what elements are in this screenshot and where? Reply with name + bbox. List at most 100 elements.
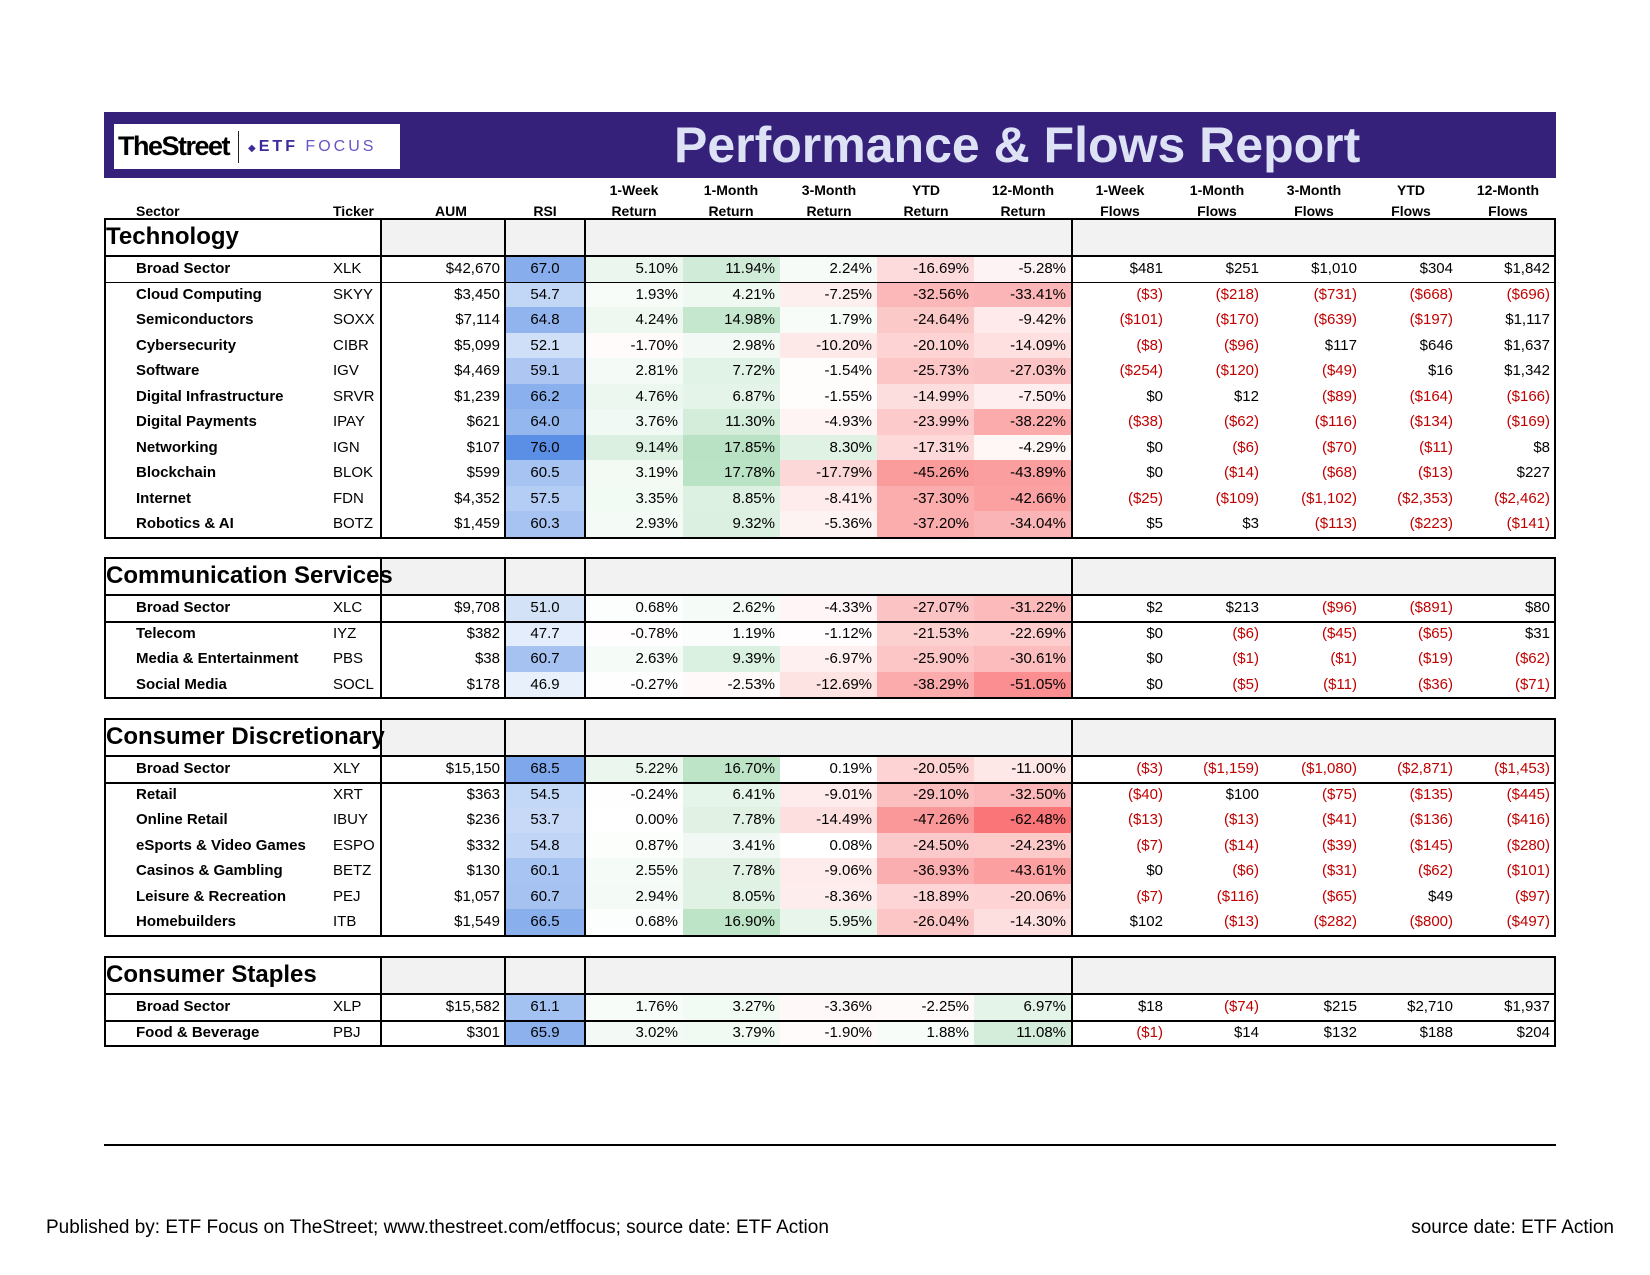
return-value: 2.62% [732,599,775,616]
return-fill [683,358,780,384]
return-value: -1.70% [630,336,678,354]
return-value: 9.32% [732,515,775,532]
return-fill [586,383,683,409]
return-value: 3.02% [635,1023,678,1041]
column-divider [380,956,382,1047]
return-fill [683,1019,780,1045]
sector-name: Food & Beverage [136,1023,260,1041]
return-fill [780,1019,877,1045]
column-header-line2: Return [903,203,949,219]
flow-value: ($197) [1409,311,1453,328]
flow-value: ($38) [1127,413,1163,430]
rsi-fill [506,409,584,435]
rsi-fill [506,332,584,358]
flow-value: ($282) [1313,913,1357,930]
flow-value: ($19) [1417,650,1453,667]
return-value: -62.48% [1010,811,1066,828]
return-fill [780,807,877,833]
column-divider [380,557,382,699]
column-header: 12-Month Flows [1458,180,1558,222]
return-fill [586,434,683,460]
flow-value: ($800) [1409,913,1453,930]
return-fill [877,646,974,672]
logo: TheStreet ◆ ETF FOCUS [114,124,400,169]
return-value: -24.64% [913,311,969,328]
return-value: -1.90% [824,1023,872,1041]
flow-value: ($1,159) [1203,760,1259,777]
return-fill [974,409,1071,435]
flow-value: $18 [1137,998,1163,1015]
return-value: 1.93% [635,285,678,303]
return-value: 2.81% [635,362,678,379]
rsi-fill [506,485,584,511]
return-fill [780,460,877,486]
column-divider [1071,956,1073,1047]
return-value: 4.76% [635,387,678,405]
return-fill [683,307,780,333]
return-fill [780,256,877,282]
return-fill [683,620,780,646]
return-value: -4.29% [1018,438,1066,456]
return-value: -9.01% [824,785,872,803]
flow-value: $1,010 [1311,260,1357,277]
aum-value: $42,670 [445,260,500,277]
flow-value: $2 [1146,599,1163,616]
rsi-value: 64.0 [530,413,560,430]
return-fill [974,511,1071,537]
return-fill [586,511,683,537]
ticker: FDN [333,489,364,507]
flow-value: $132 [1323,1023,1357,1041]
return-fill [683,807,780,833]
return-value: -17.31% [913,438,969,456]
section-header-fill [1073,718,1556,756]
return-fill [974,460,1071,486]
return-fill [586,485,683,511]
aum-value: $301 [466,1023,500,1041]
flow-value: ($116) [1314,413,1357,430]
flow-value: $0 [1146,650,1163,667]
section-title: Communication Services [106,562,393,589]
return-value: -37.20% [913,515,969,532]
flow-value: ($1,102) [1301,489,1357,507]
aum-value: $3,450 [454,285,500,303]
return-fill [683,595,780,621]
flow-value: $188 [1419,1023,1453,1041]
flow-value: ($74) [1223,998,1259,1015]
flow-value: ($218) [1215,285,1259,303]
sector-name: Blockchain [136,464,217,481]
return-fill [586,281,683,307]
ticker: IBUY [333,811,369,828]
return-fill [683,460,780,486]
flow-value: ($68) [1321,464,1357,481]
flow-value: ($141) [1506,515,1550,532]
flow-value: ($2,462) [1494,489,1550,507]
aum-value: $107 [466,438,500,456]
return-value: 4.24% [635,311,678,328]
return-value: 5.22% [635,760,678,777]
return-fill [974,807,1071,833]
return-fill [877,256,974,282]
return-value: 7.78% [732,862,775,879]
sector-name: Digital Infrastructure [136,387,284,405]
return-value: -4.93% [824,413,872,430]
flow-value: ($62) [1223,413,1259,430]
rsi-value: 60.7 [530,650,560,667]
return-value: -9.06% [824,862,872,879]
flow-value: ($62) [1514,650,1550,667]
section-divider [104,993,1556,995]
flow-value: $0 [1146,387,1163,405]
return-fill [683,434,780,460]
return-fill [877,858,974,884]
flow-value: ($101) [1119,311,1163,328]
column-divider [380,218,382,539]
logo-etf-text: ETF [258,137,298,155]
return-fill [974,332,1071,358]
return-fill [683,883,780,909]
return-value: -2.25% [921,998,969,1015]
column-header-line2: Return [708,203,754,219]
rsi-fill [506,358,584,384]
return-fill [877,307,974,333]
column-header-line1: 12-Month [991,182,1055,198]
return-value: -20.06% [1010,887,1066,905]
rsi-value: 54.5 [530,785,560,803]
